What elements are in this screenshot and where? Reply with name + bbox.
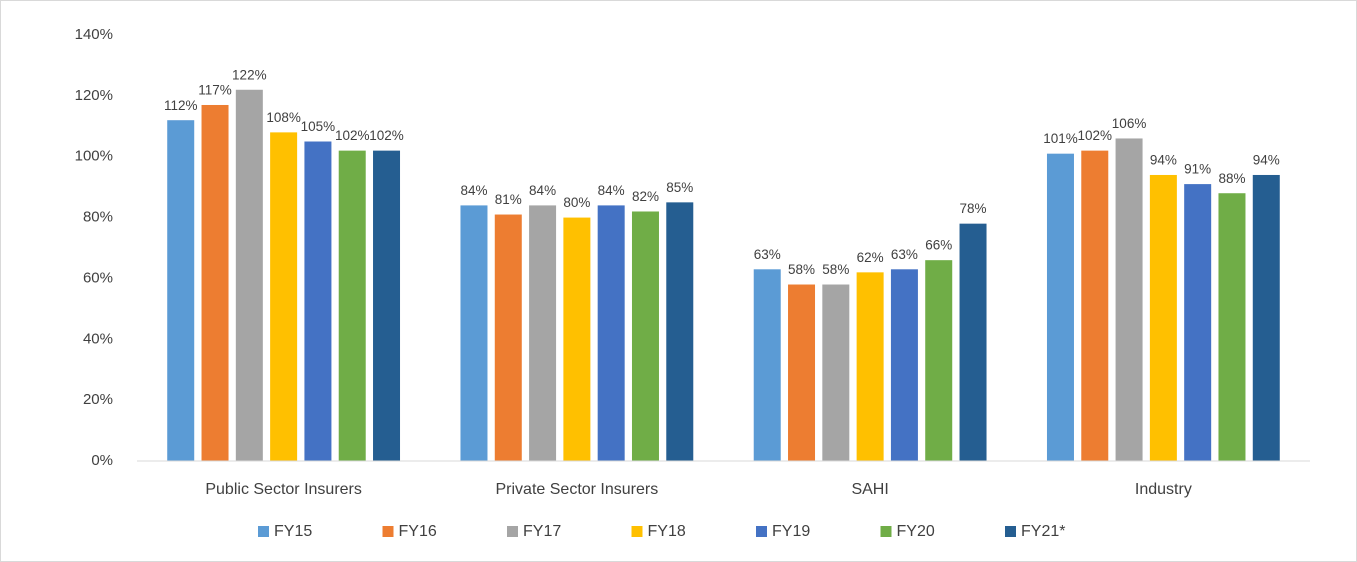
bar [201, 104, 229, 461]
legend-swatch [507, 526, 518, 537]
bar [753, 269, 781, 461]
legend-swatch [880, 526, 892, 537]
legend-label: FY18 [648, 523, 686, 540]
y-tick-label: 140% [75, 26, 113, 43]
value-label: 78% [960, 201, 987, 216]
bar [1218, 193, 1246, 461]
value-label: 102% [335, 128, 370, 143]
bar [270, 132, 298, 461]
value-label: 122% [232, 67, 267, 82]
legend-swatch [756, 526, 767, 537]
bar [1115, 138, 1143, 461]
legend-label: FY21* [1021, 523, 1065, 540]
bar [856, 272, 884, 461]
value-label: 58% [822, 262, 849, 277]
value-label: 108% [266, 110, 301, 125]
legend-swatch [258, 526, 269, 537]
value-label: 84% [529, 183, 556, 198]
legend-swatch [631, 526, 643, 537]
bar [304, 141, 332, 461]
bar [822, 284, 850, 461]
bar [235, 89, 263, 462]
y-tick-label: 60% [83, 269, 113, 286]
y-tick-label: 20% [83, 391, 113, 408]
y-tick-label: 100% [75, 148, 113, 165]
value-label: 84% [598, 183, 625, 198]
bar [494, 214, 522, 461]
value-label: 58% [788, 262, 815, 277]
bar [666, 202, 694, 461]
x-tick-label: Public Sector Insurers [205, 481, 362, 498]
bar [597, 205, 625, 461]
bar [167, 120, 195, 461]
value-label: 80% [563, 195, 590, 210]
bar [1184, 184, 1212, 461]
value-label: 106% [1112, 116, 1147, 131]
value-label: 105% [301, 119, 336, 134]
bar [338, 150, 366, 461]
x-tick-label: SAHI [851, 481, 888, 498]
legend-swatch [382, 526, 394, 537]
legend-label: FY16 [399, 523, 437, 540]
value-label: 66% [925, 238, 952, 253]
value-label: 63% [891, 247, 918, 262]
y-tick-label: 40% [83, 330, 113, 347]
value-label: 84% [460, 183, 487, 198]
value-label: 94% [1253, 153, 1280, 168]
x-tick-label: Industry [1135, 481, 1192, 498]
value-label: 91% [1184, 162, 1211, 177]
bar [1046, 153, 1074, 461]
legend-swatch [1005, 526, 1016, 537]
value-label: 117% [198, 83, 232, 98]
value-label: 62% [857, 250, 884, 265]
bar [1081, 150, 1109, 461]
bar [890, 269, 918, 461]
value-label: 101% [1043, 131, 1078, 146]
value-label: 82% [632, 189, 659, 204]
legend-label: FY17 [523, 523, 561, 540]
value-label: 102% [369, 128, 404, 143]
bar [631, 211, 659, 461]
bar [529, 205, 557, 461]
value-label: 85% [666, 180, 693, 195]
y-tick-label: 120% [75, 87, 113, 104]
legend-label: FY15 [274, 523, 312, 540]
y-tick-label: 0% [91, 452, 113, 469]
bar [959, 223, 987, 461]
legend-label: FY19 [772, 523, 810, 540]
bar [925, 260, 953, 461]
y-tick-label: 80% [83, 209, 113, 226]
value-label: 81% [495, 192, 522, 207]
value-label: 63% [754, 247, 781, 262]
value-label: 88% [1218, 171, 1245, 186]
value-label: 102% [1078, 128, 1113, 143]
bar [373, 150, 401, 461]
bar [788, 284, 816, 461]
value-label: 112% [164, 98, 198, 113]
legend-label: FY20 [897, 523, 935, 540]
value-label: 94% [1150, 153, 1177, 168]
bar [460, 205, 488, 461]
bar [1149, 174, 1177, 461]
bar [563, 217, 591, 461]
x-tick-label: Private Sector Insurers [496, 481, 659, 498]
bar [1252, 174, 1280, 461]
